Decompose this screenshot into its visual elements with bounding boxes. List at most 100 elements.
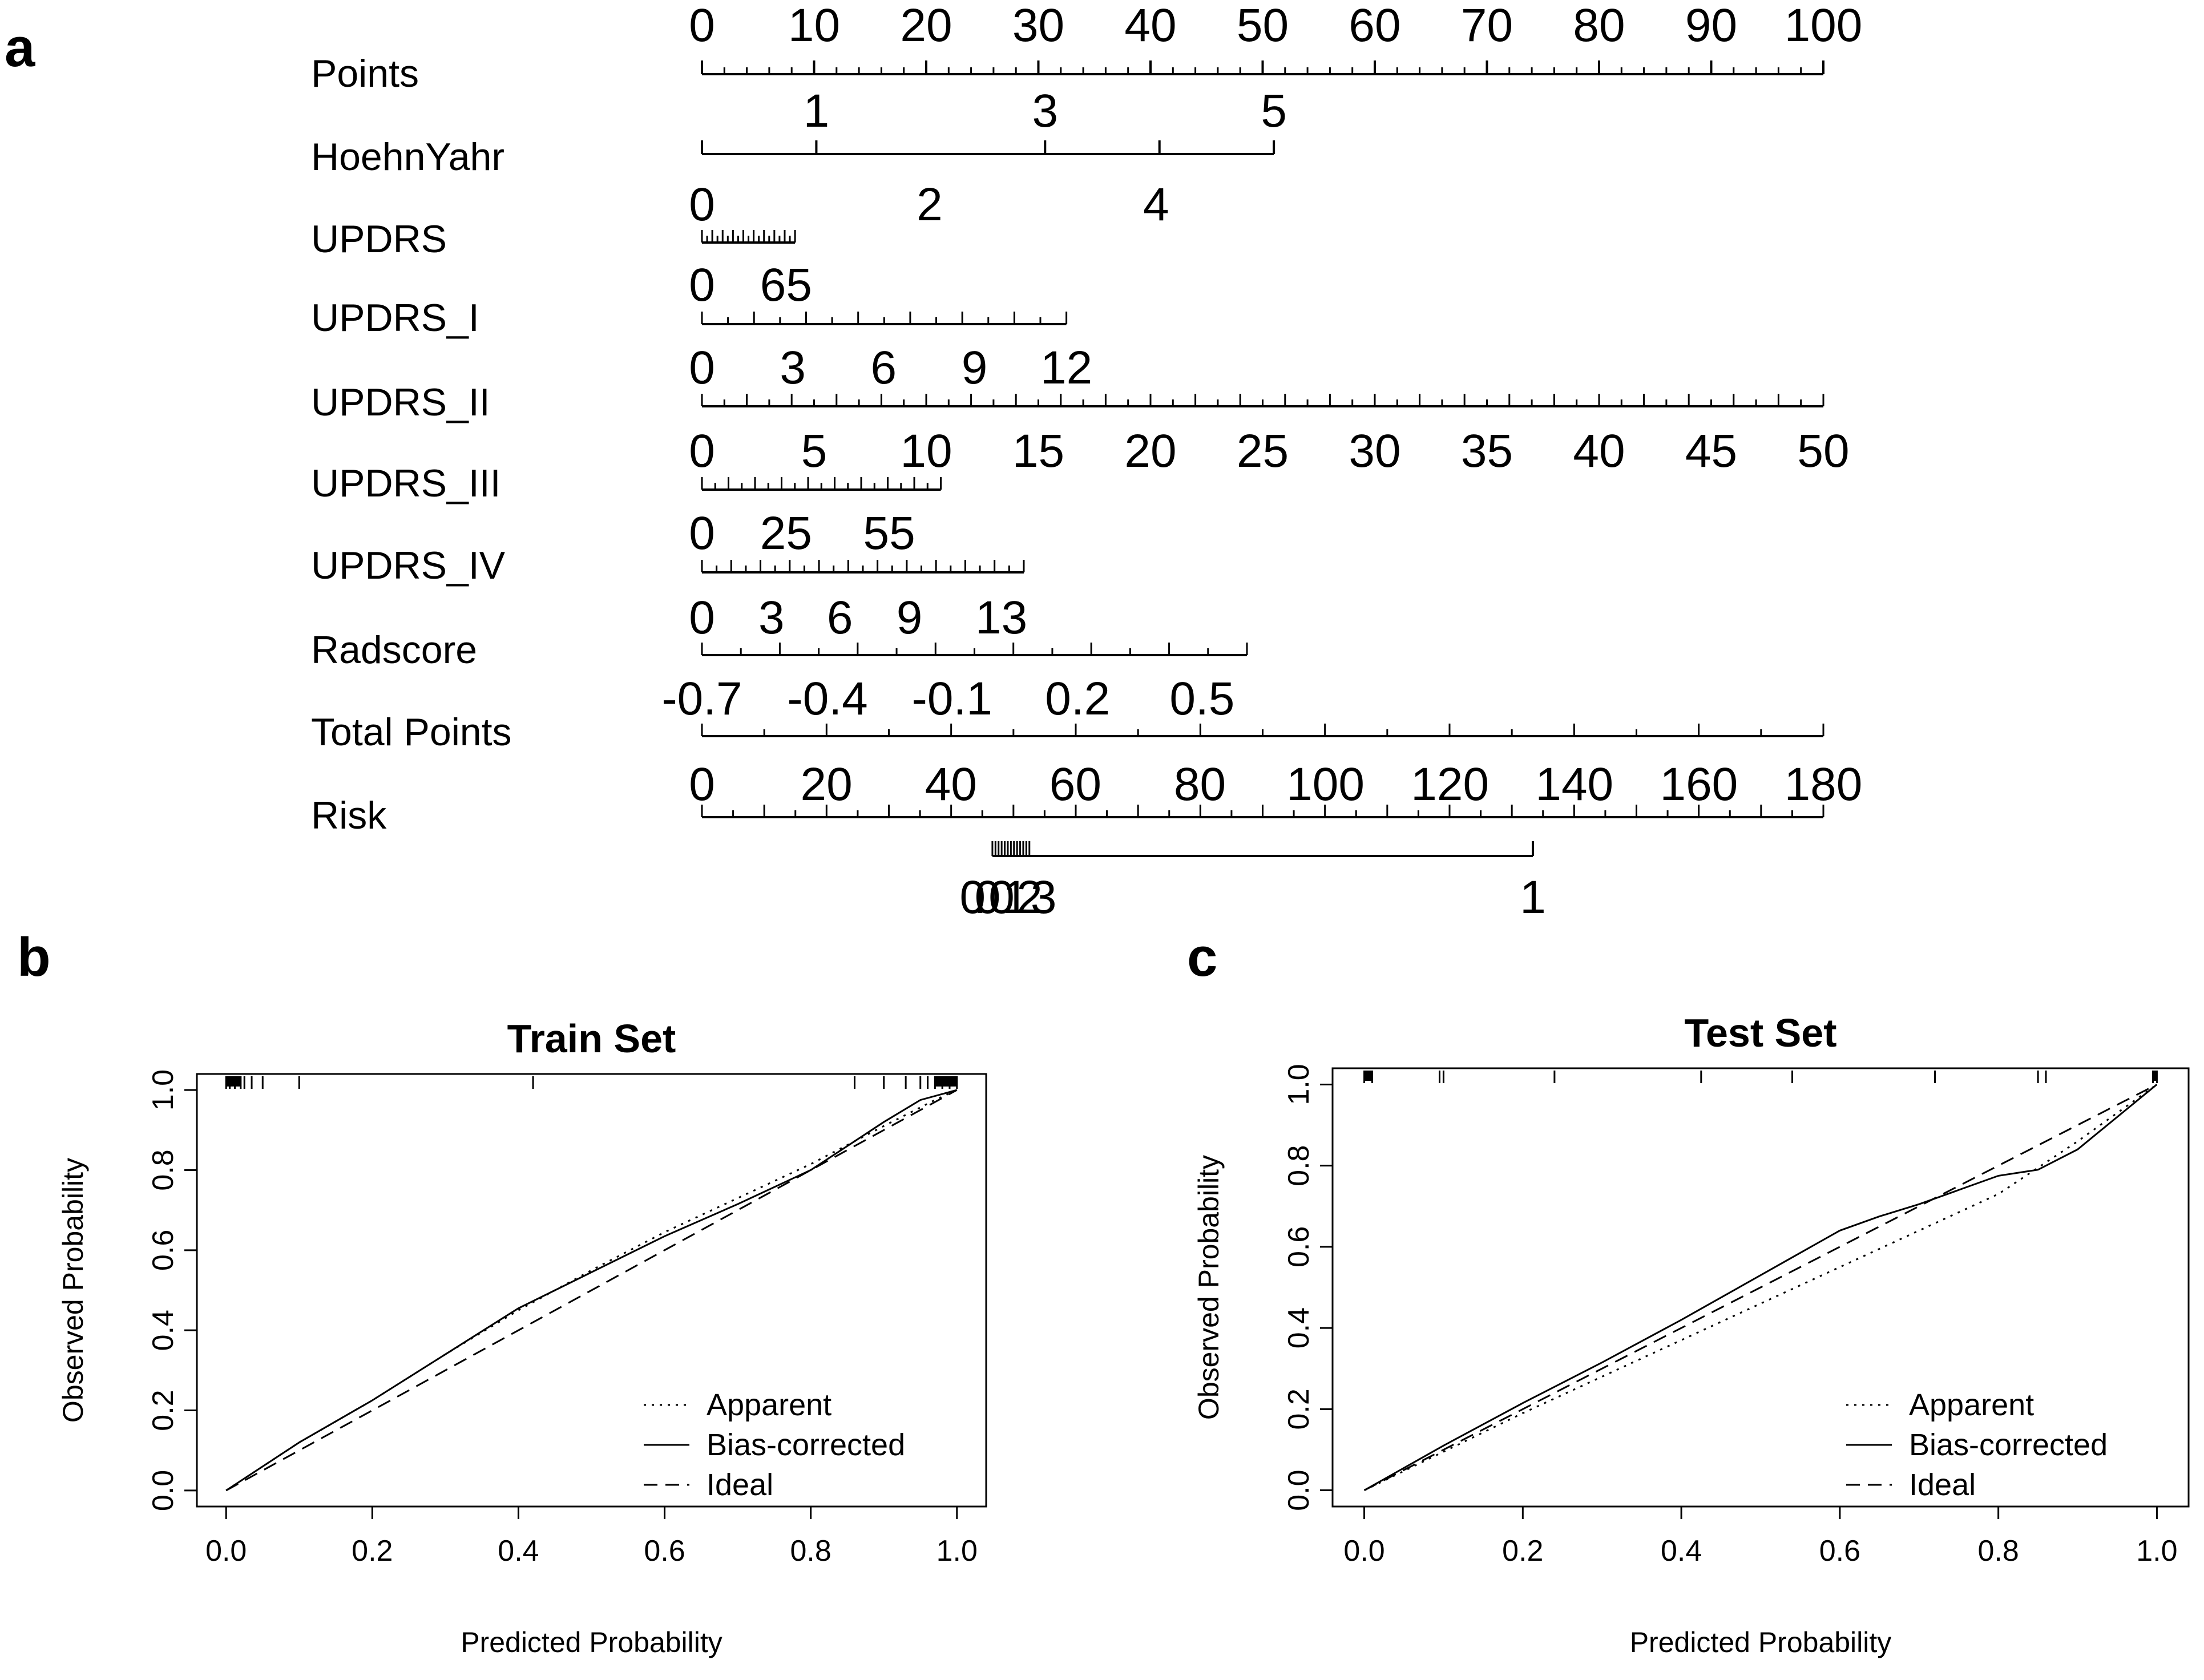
- legend-label: Bias-corrected: [707, 1428, 905, 1462]
- row-label-updrs-ii: UPDRS_II: [311, 381, 490, 424]
- x-tick-label: 0.6: [1819, 1534, 1860, 1568]
- x-tick-label: 0.8: [1978, 1534, 2019, 1568]
- y-tick-label: 0.2: [1282, 1388, 1315, 1429]
- y-axis-label: Observed Probability: [57, 1158, 89, 1423]
- tick-label: -0.4: [787, 673, 867, 725]
- y-tick-label: 0.2: [147, 1390, 180, 1431]
- plot-frame: [196, 1073, 987, 1508]
- tick-label: 30: [1349, 425, 1400, 477]
- row-label-updrs-iii: UPDRS_III: [311, 462, 501, 505]
- tick-label: 180: [1785, 758, 1863, 810]
- tick-label: 0: [689, 0, 715, 51]
- tick-label: 0: [689, 179, 715, 231]
- tick-label: 55: [863, 507, 915, 559]
- tick-label: 0: [689, 507, 715, 559]
- y-tick-label: 1.0: [147, 1069, 180, 1110]
- tick-label: 140: [1535, 758, 1613, 810]
- tick-label: 20: [801, 758, 853, 810]
- tick-label: 120: [1411, 758, 1489, 810]
- tick-label: 1: [804, 85, 830, 137]
- legend-label: Apparent: [1909, 1388, 2034, 1422]
- rug-dense: [226, 1076, 241, 1087]
- tick-label: 10: [900, 425, 952, 477]
- tick-label: 100: [1286, 758, 1365, 810]
- x-tick-label: 0.4: [498, 1534, 539, 1568]
- x-axis-label: Predicted Probability: [1630, 1626, 1892, 1658]
- tick-label: 3: [780, 342, 806, 394]
- tick-label: 4: [1143, 179, 1169, 231]
- tick-label: 50: [1237, 0, 1289, 51]
- tick-label: 70: [1461, 0, 1513, 51]
- series-ideal: [225, 1089, 958, 1492]
- x-tick-label: 0.2: [352, 1534, 393, 1568]
- tick-label: 25: [1237, 425, 1289, 477]
- panel-label-c: c: [1187, 927, 1217, 988]
- y-axis-label: Observed Probability: [1193, 1155, 1225, 1420]
- row-label-updrs-i: UPDRS_I: [311, 296, 479, 340]
- x-tick-label: 0.2: [1502, 1534, 1543, 1568]
- legend-label: Ideal: [1909, 1468, 1976, 1502]
- tick-label: 100: [1785, 0, 1863, 51]
- series-bias-corrected: [225, 1089, 958, 1492]
- tick-label: 12: [1040, 342, 1092, 394]
- y-tick-label: 0.0: [1282, 1469, 1315, 1511]
- tick-label: 40: [925, 758, 977, 810]
- tick-label: 0.2: [1045, 673, 1110, 725]
- tick-label: 0: [689, 342, 715, 394]
- tick-label: 160: [1660, 758, 1738, 810]
- tick-label: 80: [1174, 758, 1226, 810]
- tick-label: 5: [1261, 85, 1287, 137]
- y-tick-label: 0.6: [1282, 1226, 1315, 1267]
- x-tick-label: 0.0: [205, 1534, 247, 1568]
- tick-label: 0: [689, 758, 715, 810]
- x-tick-label: 0.4: [1661, 1534, 1702, 1568]
- series-bias-corrected: [1363, 1084, 2158, 1491]
- tick-label: 9: [962, 342, 988, 394]
- tick-label: 60: [1349, 0, 1400, 51]
- row-label-radscore: Radscore: [311, 628, 477, 672]
- tick-label: 6: [871, 342, 897, 394]
- x-tick-label: 1.0: [2136, 1534, 2177, 1568]
- tick-label: 20: [1124, 425, 1176, 477]
- tick-label: 80: [1573, 0, 1625, 51]
- risk-tick-label: 1: [1520, 871, 1546, 923]
- tick-label: 0: [689, 259, 715, 311]
- row-label-points: Points: [311, 52, 419, 95]
- row-label-updrs: UPDRS: [311, 217, 447, 261]
- rug-dense: [1364, 1071, 1373, 1081]
- row-label-total-points: Total Points: [311, 710, 512, 754]
- panel-label-b: b: [17, 927, 51, 988]
- plot-frame: [1331, 1067, 2190, 1508]
- chart-title: Train Set: [507, 1016, 676, 1061]
- chart-title: Test Set: [1684, 1011, 1836, 1055]
- tick-label: 40: [1573, 425, 1625, 477]
- tick-label: 30: [1012, 0, 1064, 51]
- tick-label: 9: [897, 592, 923, 644]
- legend-label: Apparent: [707, 1388, 831, 1422]
- tick-label: 6: [827, 592, 853, 644]
- y-tick-label: 0.0: [147, 1470, 180, 1511]
- calibration-plot-train: Train Set 0.0 0.2 0.4 0.6 0.8 1.0 0.0 0.2 0.4 0.6 0…: [57, 1016, 987, 1658]
- y-tick-label: 0.8: [147, 1149, 180, 1190]
- y-tick-label: 0.8: [1282, 1145, 1315, 1186]
- x-tick-label: 0.0: [1343, 1534, 1384, 1568]
- tick-label: 0: [689, 592, 715, 644]
- x-tick-label: 0.6: [644, 1534, 685, 1568]
- tick-label: -0.1: [912, 673, 992, 725]
- rug-dense: [935, 1076, 957, 1087]
- row-label-risk: Risk: [311, 794, 387, 837]
- x-tick-label: 0.8: [790, 1534, 831, 1568]
- tick-label: 15: [1012, 425, 1064, 477]
- tick-label: 13: [975, 592, 1027, 644]
- y-tick-label: 1.0: [1282, 1064, 1315, 1105]
- tick-label: 50: [1797, 425, 1849, 477]
- y-tick-label: 0.4: [1282, 1307, 1315, 1348]
- calibration-plot-test: Test Set 0.0 0.2 0.4 0.6 0.8 1.0 0.0 0.2 0.4 0.6 0.…: [1193, 1011, 2190, 1658]
- x-axis-label: Predicted Probability: [461, 1626, 722, 1658]
- tick-label: 90: [1685, 0, 1737, 51]
- tick-label: 20: [900, 0, 952, 51]
- y-tick-label: 0.6: [147, 1230, 180, 1271]
- tick-label: 5: [801, 425, 827, 477]
- row-label-updrs-iv: UPDRS_IV: [311, 544, 506, 587]
